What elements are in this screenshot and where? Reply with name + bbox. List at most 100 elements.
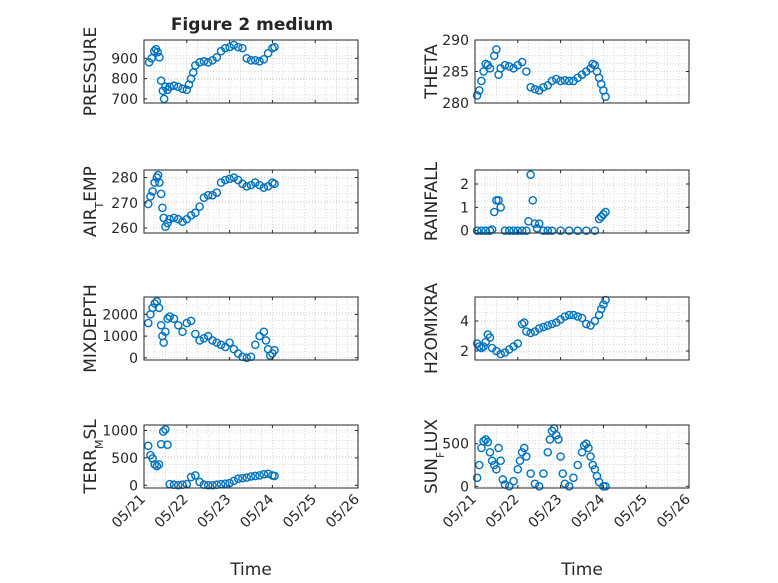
data-point (150, 460, 159, 469)
y-axis-label-part: EMP (81, 166, 101, 202)
data-point (477, 76, 486, 86)
data-point (564, 226, 574, 235)
data-point (479, 342, 488, 351)
data-point (246, 56, 256, 65)
data-point (534, 481, 544, 491)
data-point (472, 473, 482, 483)
data-point (259, 183, 269, 192)
data-point (577, 313, 587, 323)
data-point (203, 480, 213, 490)
data-point (173, 214, 183, 224)
subplot-air-temp: 260 270 280 AIRTEMP (81, 166, 359, 237)
y-axis-label: AIRTEMP (81, 166, 106, 237)
data-point (472, 226, 482, 235)
data-point (496, 349, 505, 359)
data-point (246, 180, 256, 190)
x-tick-label: 05/26 (323, 491, 363, 531)
subplot-h2omixra: 2 4 H2OMIXRA (422, 283, 690, 374)
subplot-rainfall: 0 1 2 RAINFALL (422, 161, 690, 241)
data-point (530, 219, 540, 228)
data-point (489, 460, 499, 470)
data-point (522, 452, 531, 461)
data-point (581, 319, 591, 329)
data-point (599, 210, 608, 219)
data-point (242, 473, 252, 482)
data-point (195, 336, 204, 345)
data-point (178, 84, 187, 94)
y-tick-label: 2 (460, 177, 469, 193)
data-point (594, 214, 604, 224)
data-point (481, 337, 491, 347)
data-point (526, 469, 535, 478)
x-tick-label: 05/24 (237, 491, 277, 531)
data-point (560, 479, 570, 489)
data-point (601, 207, 610, 217)
data-point (229, 476, 239, 486)
data-point (173, 480, 183, 490)
data-point (573, 460, 583, 470)
data-point (522, 327, 531, 336)
data-point (560, 76, 570, 85)
y-axis-label-subscript: T (93, 201, 106, 209)
data-point (250, 56, 260, 65)
data-point (182, 318, 192, 328)
y-axis-label-part: LUX (422, 419, 442, 452)
data-point (513, 226, 523, 235)
data-point (229, 173, 239, 182)
y-axis-label: PRESSURE (81, 27, 101, 116)
y-tick-label: 1000 (102, 329, 138, 345)
data-point (143, 318, 153, 328)
data-point (556, 452, 565, 461)
data-point (588, 460, 598, 470)
data-point (494, 443, 503, 453)
data-point (558, 469, 568, 478)
data-point (212, 338, 222, 347)
axes-box (143, 39, 359, 104)
data-point (259, 327, 269, 337)
data-point (522, 67, 531, 76)
y-tick-label: 285 (442, 65, 469, 81)
axes-box (474, 169, 690, 234)
x-tick-label: 05/22 (483, 492, 523, 532)
data-point (517, 447, 527, 457)
data-point (186, 316, 196, 326)
data-point (526, 82, 535, 92)
data-point (195, 477, 204, 487)
data-point (221, 342, 230, 352)
data-point (547, 426, 557, 436)
y-tick-label: 800 (111, 72, 138, 88)
data-point (547, 319, 557, 329)
data-point (534, 219, 544, 228)
x-axis-label: Time (560, 560, 603, 580)
data-point (270, 179, 279, 189)
data-point (182, 85, 192, 95)
data-point (547, 76, 557, 86)
data-point (513, 464, 523, 474)
data-point (564, 76, 574, 86)
series-h2omixra (472, 295, 610, 359)
y-axis-label-part: SL (81, 419, 101, 440)
data-point (169, 314, 179, 324)
series-sun-flux (472, 424, 610, 491)
data-point (255, 331, 264, 341)
axes-box (474, 424, 690, 489)
data-point (229, 344, 239, 354)
data-point (573, 312, 583, 321)
y-axis-label: SUNFLUX (422, 419, 447, 494)
plot-area (475, 170, 689, 233)
y-tick-label: 0 (129, 351, 138, 367)
data-point (233, 42, 243, 52)
data-point (221, 479, 230, 488)
data-point (152, 461, 162, 471)
data-point (208, 480, 217, 490)
data-point (489, 207, 499, 217)
data-point (165, 312, 174, 321)
data-point (528, 196, 538, 205)
y-tick-label: 1 (460, 200, 469, 216)
data-point (143, 199, 153, 209)
data-point (216, 178, 226, 187)
data-point (163, 314, 172, 324)
data-point (270, 471, 279, 481)
data-point (242, 353, 252, 363)
data-point (261, 336, 271, 345)
